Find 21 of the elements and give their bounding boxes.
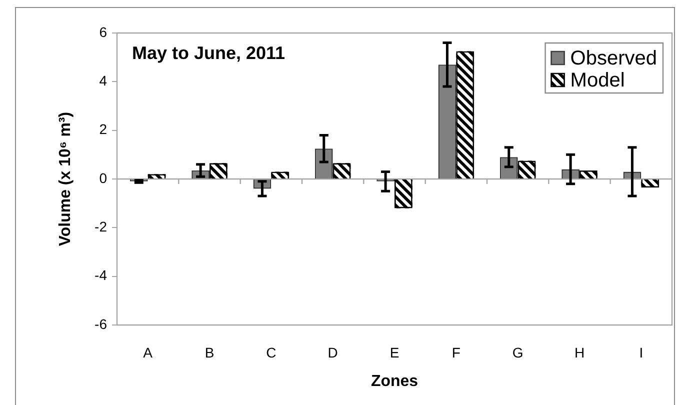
x-tick-label: A — [143, 344, 154, 360]
x-tick-label: G — [512, 344, 524, 360]
y-tick-label: 6 — [99, 24, 108, 40]
y-tick-label: -2 — [94, 218, 108, 235]
y-tick-label: 2 — [99, 121, 108, 138]
x-tick-label: C — [266, 344, 276, 360]
text: May to June, 2011 — [132, 42, 286, 63]
y-tick-label: 0 — [99, 170, 108, 186]
x-tick-label: D — [328, 344, 338, 360]
y-tick-label: -6 — [94, 316, 108, 332]
x-tick-label: F — [452, 344, 460, 360]
legend-label: Observed — [570, 48, 658, 70]
y-tick-label: 4 — [99, 72, 108, 89]
y-tick-label: -4 — [94, 267, 108, 284]
x-tick-label: B — [204, 344, 214, 360]
x-tick-label: H — [574, 344, 585, 360]
legend-label: Model — [570, 70, 625, 92]
x-tick-label: E — [390, 344, 400, 360]
x-axis-title: Zones — [370, 372, 418, 390]
y-axis-title: Volume (x 10⁶ m³) — [57, 112, 74, 246]
x-tick-label: I — [639, 344, 644, 360]
